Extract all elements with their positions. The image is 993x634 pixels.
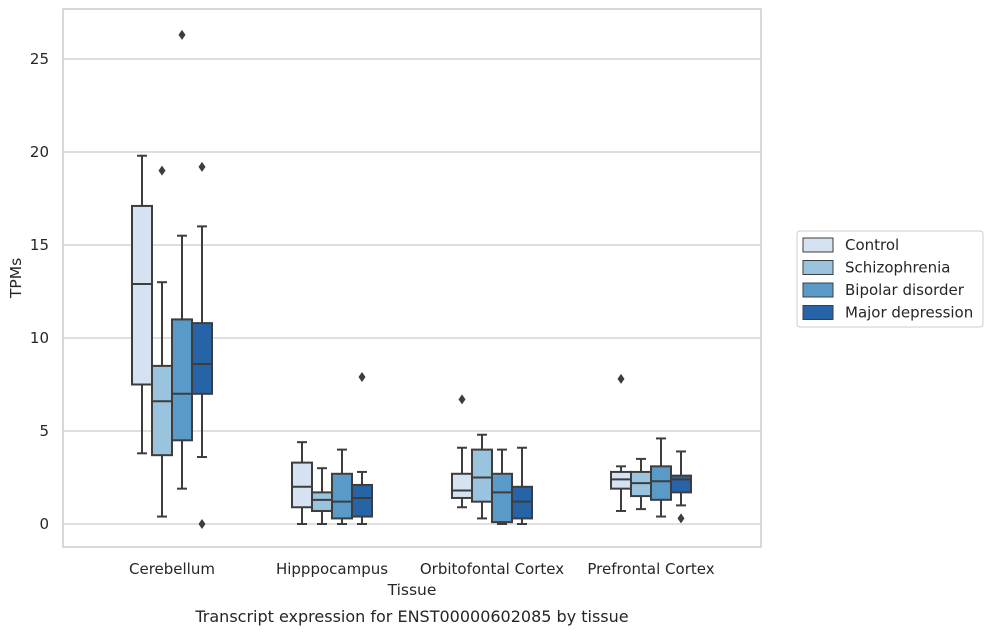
x-tick-labels: Cerebellum Hipppocampus Orbitofontal Corte…: [129, 560, 715, 578]
box-body: [471, 448, 493, 503]
legend-label: Schizophrenia: [845, 259, 950, 277]
legend-label: Bipolar disorder: [845, 281, 965, 299]
box-1-1: [311, 467, 333, 525]
legend-swatch: [802, 305, 834, 320]
box-body: [491, 472, 513, 524]
outlier-point: [178, 29, 186, 40]
box-body: [331, 472, 353, 520]
box-body: [351, 483, 373, 518]
x-tick-label: Hipppocampus: [276, 560, 388, 578]
x-axis-title: Tissue: [387, 581, 437, 599]
y-tick-label: 0: [39, 515, 49, 533]
box-2-0: [171, 29, 193, 490]
box-1-0: [151, 165, 173, 518]
box-2-3: [650, 437, 672, 518]
legend-swatch: [802, 237, 834, 253]
box-2-2: [491, 448, 513, 525]
box-1-2: [471, 433, 493, 520]
box-body: [650, 465, 672, 501]
outlier-point: [158, 165, 166, 176]
outlier-point: [198, 519, 206, 529]
box-body: [151, 364, 173, 457]
box-body: [670, 474, 692, 494]
legend-frame: [796, 230, 984, 328]
outlier-point: [677, 513, 685, 524]
y-axis-title: TPMs: [7, 258, 25, 299]
box-1-3: [630, 457, 652, 511]
chart-caption: Transcript expression for ENST0000060208…: [194, 607, 628, 626]
outlier-point: [617, 373, 625, 384]
box-0-2: [451, 394, 473, 509]
y-tick-label: 20: [30, 143, 49, 161]
legend-swatch: [802, 260, 834, 275]
box-3-0: [191, 161, 213, 529]
y-tick-labels: 0 5 10 15 20 25: [30, 50, 49, 533]
outlier-point: [358, 372, 366, 383]
box-3-2: [511, 446, 533, 525]
box-3-1: [351, 372, 373, 525]
y-tick-label: 15: [30, 236, 49, 254]
box-body: [171, 318, 193, 442]
x-tick-label: Orbitofontal Cortex: [420, 560, 564, 578]
plot-frame: [62, 8, 762, 548]
legend-label: Control: [845, 236, 899, 254]
y-tick-label: 10: [30, 329, 49, 347]
outlier-point: [458, 394, 466, 405]
box-2-1: [331, 448, 353, 525]
y-tick-label: 25: [30, 50, 49, 68]
box-body: [451, 472, 473, 499]
box-0-3: [610, 373, 632, 512]
y-tick-label: 5: [39, 422, 49, 440]
x-tick-label: Prefrontal Cortex: [587, 560, 714, 578]
x-tick-label: Cerebellum: [129, 560, 215, 578]
legend-label: Major depression: [845, 304, 973, 322]
box-elements: [131, 29, 692, 529]
legend-swatch: [802, 282, 834, 298]
legend: Control Schizophrenia Bipolar disorder Majo…: [796, 230, 984, 328]
box-0-1: [291, 441, 313, 525]
box-body: [131, 204, 153, 386]
box-body: [191, 322, 213, 395]
box-body: [291, 461, 313, 509]
outlier-point: [198, 161, 206, 172]
box-0-0: [131, 154, 153, 455]
box-body: [311, 491, 333, 512]
box-3-3: [670, 450, 692, 524]
